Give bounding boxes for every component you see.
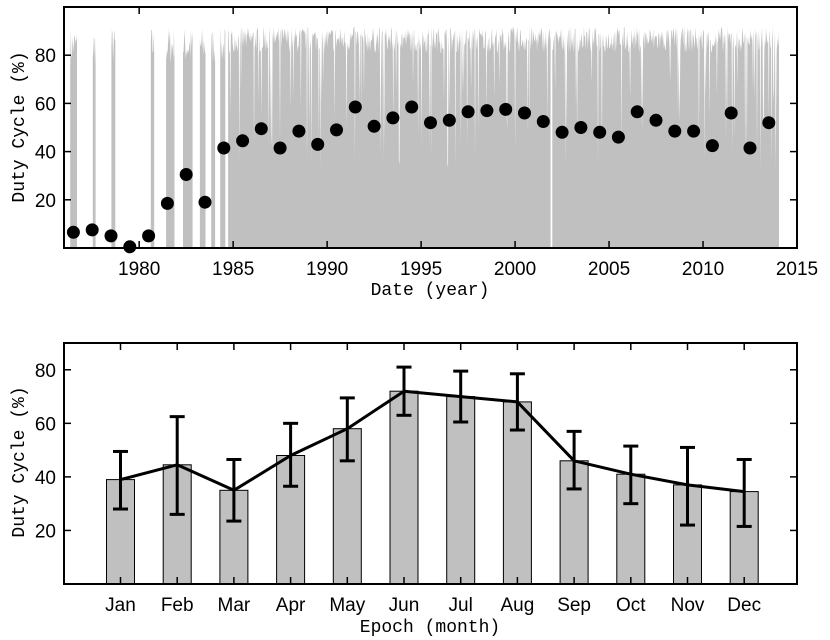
data-point xyxy=(705,139,719,153)
x-tick-label: 1995 xyxy=(400,259,442,280)
x-tick-label: Jun xyxy=(389,595,420,616)
x-tick-label: 2005 xyxy=(588,259,630,280)
data-point xyxy=(593,125,607,139)
data-point xyxy=(405,100,419,114)
bottom-ylabel: Duty Cycle (%) xyxy=(10,386,30,537)
data-point xyxy=(367,119,381,133)
bottom-plot-frame xyxy=(63,342,798,585)
data-point xyxy=(536,115,550,128)
bottom-ticks: Jan Feb Mar Apr May Jun Jul Aug Sep Oct Nov Dec 20 40… xyxy=(35,343,797,616)
data-point xyxy=(555,125,569,139)
y-tick-label: 20 xyxy=(35,191,56,212)
data-point xyxy=(198,195,212,209)
bottom-panel: Jan Feb Mar Apr May Jun Jul Aug Sep Oct Nov Dec 20 40… xyxy=(10,342,798,638)
monthly-mean-line xyxy=(120,389,745,494)
x-tick-label: 2010 xyxy=(682,259,724,280)
data-point xyxy=(630,105,644,119)
x-tick-label: Nov xyxy=(671,595,705,616)
data-point xyxy=(611,130,625,144)
x-tick-label: Jan xyxy=(105,595,136,616)
data-point xyxy=(461,105,475,119)
x-tick-label: May xyxy=(329,595,365,616)
x-tick-label: Jul xyxy=(449,595,473,616)
y-tick-label: 80 xyxy=(35,361,56,382)
top-plot-frame xyxy=(63,6,798,249)
data-point xyxy=(668,124,682,138)
data-point xyxy=(574,121,588,134)
data-point xyxy=(649,113,663,127)
monthly-bars xyxy=(106,390,759,585)
data-point xyxy=(348,100,362,114)
x-tick-label: Feb xyxy=(161,595,194,616)
data-point xyxy=(424,116,437,130)
y-tick-label: 80 xyxy=(35,46,56,67)
data-point xyxy=(724,106,738,120)
x-tick-label: Apr xyxy=(276,595,306,616)
top-ticks: 1980 1985 1990 1995 2000 2005 2010 2015 20 40 60 80 xyxy=(35,7,818,280)
data-point xyxy=(104,229,118,243)
y-tick-label: 40 xyxy=(35,143,56,164)
y-tick-label: 20 xyxy=(35,521,56,542)
bar xyxy=(446,396,476,585)
data-point xyxy=(123,240,137,254)
data-point xyxy=(311,137,325,151)
y-tick-label: 60 xyxy=(35,414,56,435)
x-tick-label: Oct xyxy=(616,595,646,616)
x-tick-label: Sep xyxy=(557,595,591,616)
x-tick-label: Mar xyxy=(218,595,251,616)
data-point xyxy=(254,122,268,136)
data-point xyxy=(179,168,193,181)
x-tick-label: 1980 xyxy=(118,259,160,280)
y-tick-label: 60 xyxy=(35,94,56,115)
data-point xyxy=(386,111,400,125)
top-ylabel: Duty Cycle (%) xyxy=(10,51,30,202)
daily-duty-cycle-fill xyxy=(70,26,779,248)
data-point xyxy=(518,106,531,120)
annual-points xyxy=(66,100,776,254)
top-panel: 1980 1985 1990 1995 2000 2005 2010 2015 20 40 60 80… xyxy=(10,6,818,301)
data-point xyxy=(762,116,776,130)
data-point xyxy=(687,124,701,138)
data-point xyxy=(292,124,306,138)
error-bars xyxy=(113,365,752,528)
data-point xyxy=(480,104,494,118)
y-tick-label: 40 xyxy=(35,468,56,489)
data-point xyxy=(499,102,513,116)
x-tick-label: Aug xyxy=(500,595,534,616)
bar xyxy=(106,479,135,585)
data-point xyxy=(85,223,99,237)
x-tick-label: 1985 xyxy=(212,259,254,280)
data-point xyxy=(142,229,156,243)
bar xyxy=(389,390,419,585)
x-tick-label: Dec xyxy=(727,595,761,616)
bar xyxy=(502,401,532,585)
bottom-xlabel: Epoch (month) xyxy=(360,618,500,638)
x-tick-label: 2000 xyxy=(494,259,536,280)
x-tick-label: 2015 xyxy=(776,259,818,280)
data-point xyxy=(743,141,757,155)
data-point xyxy=(160,196,174,210)
data-point xyxy=(442,113,456,127)
data-point xyxy=(66,225,80,239)
top-xlabel: Date (year) xyxy=(371,281,490,301)
data-point xyxy=(217,141,231,155)
data-point xyxy=(236,134,250,148)
data-point xyxy=(273,141,287,155)
x-tick-label: 1990 xyxy=(306,259,348,280)
data-point xyxy=(330,123,343,137)
